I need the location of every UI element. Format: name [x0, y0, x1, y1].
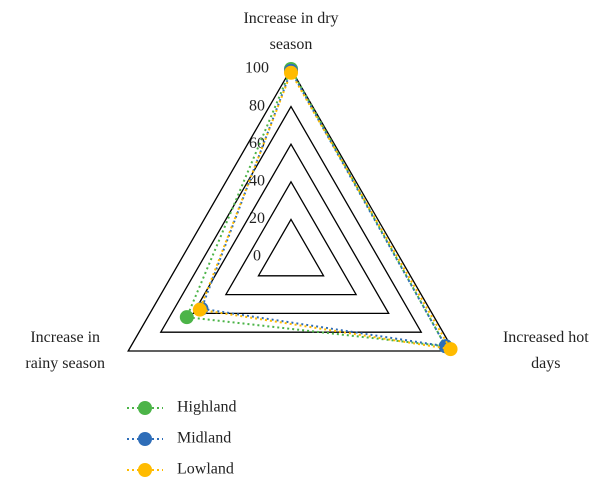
grid-ring [224, 180, 358, 296]
series-line [198, 70, 453, 351]
axis-label: Increase in dry season [243, 10, 338, 53]
series-line [185, 66, 448, 348]
r-tick-label: 100 [245, 60, 269, 77]
point [284, 65, 298, 80]
grid-ring [159, 105, 423, 333]
legend-marker [138, 401, 152, 415]
grid-ring [127, 67, 455, 352]
grid-ring [192, 142, 390, 315]
axis-label: Increased hot days [503, 329, 589, 372]
legend-marker [138, 463, 152, 477]
r-tick-label: 80 [249, 97, 265, 114]
legend-label: Lowland [177, 461, 234, 478]
point [179, 310, 194, 325]
legend-marker [138, 432, 152, 446]
point [192, 302, 207, 317]
r-tick-label: 0 [253, 248, 261, 265]
grid-ring [257, 218, 325, 277]
legend-label: Highland [177, 399, 237, 416]
legend-label: Midland [177, 430, 231, 447]
point [443, 342, 458, 357]
r-tick-label: 40 [249, 172, 265, 189]
axis-label: Increase in rainy season [25, 329, 105, 372]
r-tick-label: 20 [249, 210, 265, 227]
